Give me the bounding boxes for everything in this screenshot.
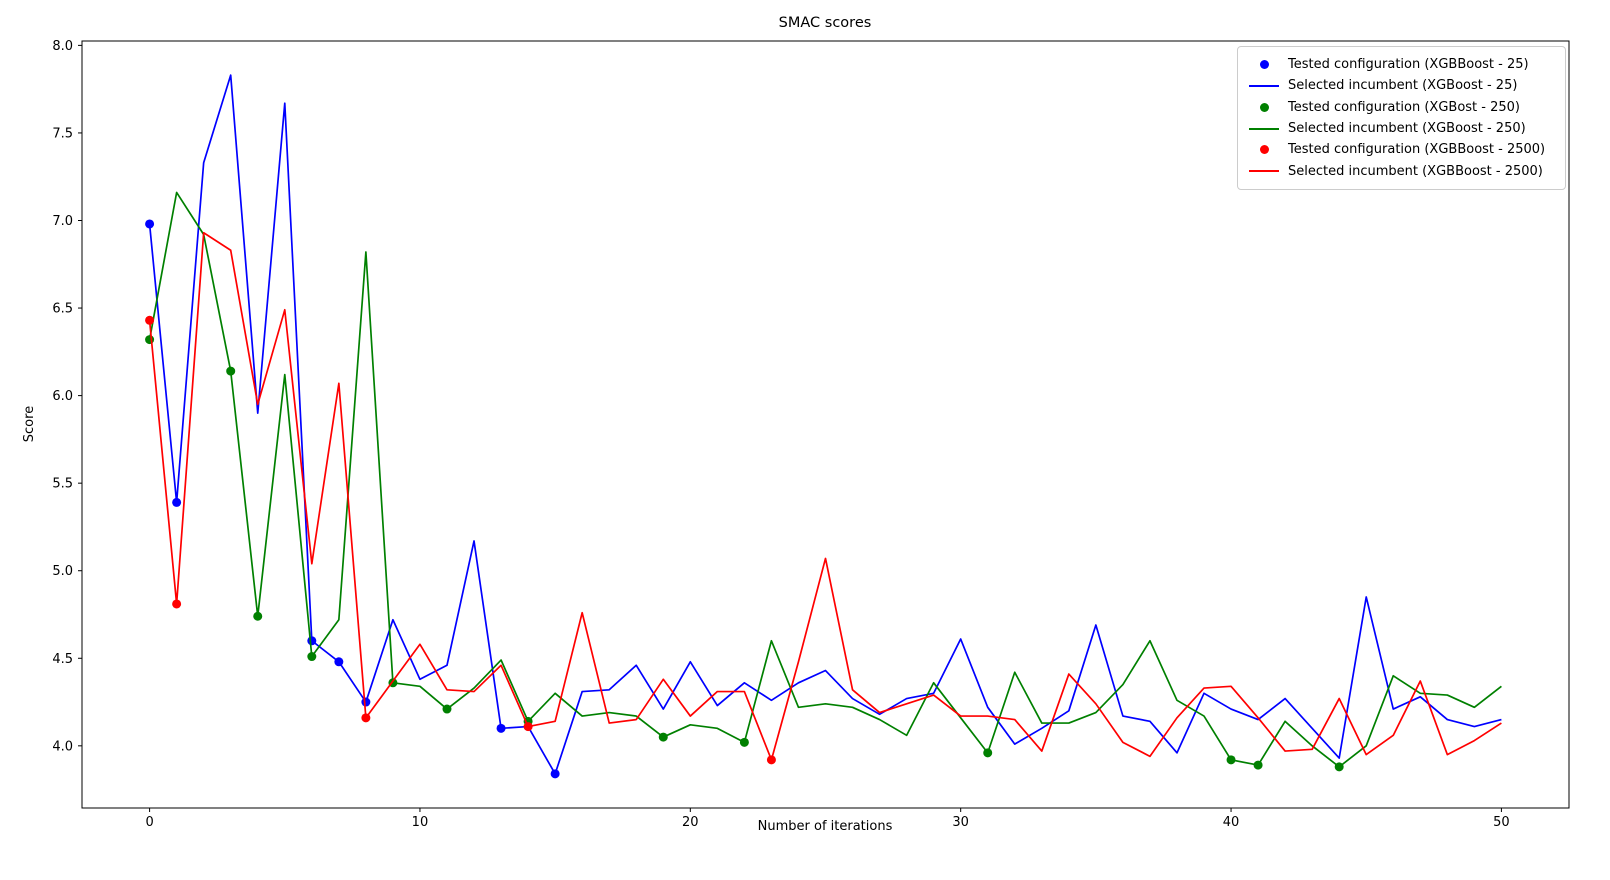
series-point-ff0000 — [145, 315, 155, 325]
y-tick-label: 6.5 — [52, 302, 73, 317]
series-point-ff0000 — [172, 599, 182, 609]
series-point-008000 — [1334, 762, 1344, 772]
legend-label: Tested configuration (XGBost - 250) — [1288, 99, 1520, 115]
series-point-008000 — [442, 704, 452, 714]
series-point-008000 — [1253, 760, 1263, 770]
legend-label: Selected incumbent (XGBBoost - 2500) — [1288, 163, 1543, 179]
plot-border — [81, 40, 1570, 809]
legend-label: Tested configuration (XGBBoost - 25) — [1288, 57, 1529, 73]
x-tick-label: 10 — [412, 815, 429, 830]
series-point-008000 — [145, 335, 155, 345]
y-tick-label: 7.0 — [52, 214, 73, 229]
series-point-0000ff — [361, 697, 371, 707]
legend-entry: Selected incumbent (XGBoost - 25) — [1246, 75, 1555, 96]
series-point-008000 — [739, 737, 749, 747]
series-point-008000 — [983, 748, 993, 758]
series-point-0000ff — [550, 769, 560, 779]
x-tick-label: 0 — [145, 815, 153, 830]
series-point-008000 — [1226, 755, 1236, 765]
series-point-ff0000 — [361, 713, 371, 723]
series-point-0000ff — [334, 657, 344, 667]
y-tick-label: 4.5 — [52, 652, 73, 667]
x-tick-label: 20 — [682, 815, 699, 830]
legend-entry: Tested configuration (XGBost - 250) — [1246, 97, 1555, 118]
series-line-ff0000 — [148, 231, 1502, 761]
chart-title: SMAC scores — [779, 15, 872, 31]
legend-line-icon — [1246, 84, 1282, 87]
legend-dot-icon — [1246, 60, 1282, 70]
series-point-008000 — [307, 652, 317, 662]
series-point-008000 — [253, 611, 263, 621]
y-axis-label: Score — [22, 406, 37, 442]
y-tick-label: 4.0 — [52, 739, 73, 754]
x-tick-label: 30 — [952, 815, 969, 830]
series-point-ff0000 — [766, 755, 776, 765]
y-tick-label: 8.0 — [52, 39, 73, 54]
legend-entry: Tested configuration (XGBBoost - 25) — [1246, 54, 1555, 75]
legend-dot-icon — [1246, 102, 1282, 112]
series-line-008000 — [148, 191, 1502, 768]
y-tick-label: 5.5 — [52, 477, 73, 492]
series-point-008000 — [658, 732, 668, 742]
legend-label: Tested configuration (XGBBoost - 2500) — [1288, 142, 1546, 158]
legend: Tested configuration (XGBBoost - 25) Sele… — [1237, 46, 1566, 190]
x-tick-label: 40 — [1223, 815, 1240, 830]
series-point-0000ff — [496, 723, 506, 733]
y-tick-label: 5.0 — [52, 564, 73, 579]
y-tick-label: 7.5 — [52, 126, 73, 141]
series-point-0000ff — [172, 497, 182, 507]
plot-area: 0 10 20 30 40 50 4.0 4.5 5.0 5.5 6.0 6.5 7.0 7.5 8.0 — [52, 39, 1570, 830]
series-point-0000ff — [145, 219, 155, 229]
legend-label: Selected incumbent (XGBoost - 25) — [1288, 78, 1518, 94]
x-tick-label: 50 — [1493, 815, 1510, 830]
legend-entry: Tested configuration (XGBBoost - 2500) — [1246, 139, 1555, 160]
legend-line-icon — [1246, 170, 1282, 173]
series-point-008000 — [226, 366, 236, 376]
series-point-ff0000 — [523, 722, 533, 732]
legend-entry: Selected incumbent (XGBBoost - 2500) — [1246, 161, 1555, 182]
legend-dot-icon — [1246, 145, 1282, 155]
series-line-0000ff — [148, 74, 1502, 775]
legend-label: Selected incumbent (XGBoost - 250) — [1288, 121, 1526, 137]
legend-line-icon — [1246, 127, 1282, 130]
y-tick-label: 6.0 — [52, 389, 73, 404]
legend-entry: Selected incumbent (XGBoost - 250) — [1246, 118, 1555, 139]
x-axis-label: Number of iterations — [758, 819, 893, 834]
series-point-0000ff — [307, 636, 317, 646]
